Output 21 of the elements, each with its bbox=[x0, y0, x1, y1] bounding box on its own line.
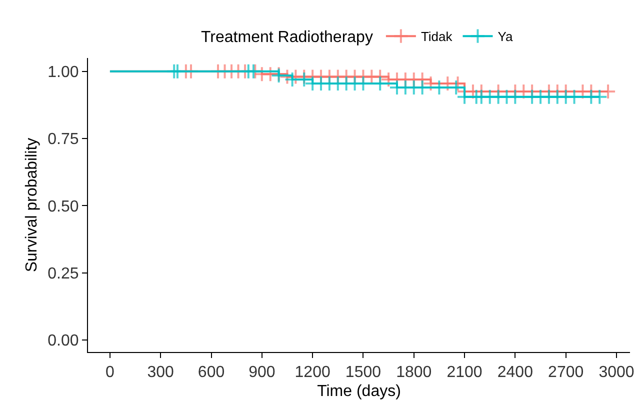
x-tick-label: 1200 bbox=[294, 364, 330, 382]
x-tick-label: 1800 bbox=[396, 364, 432, 382]
x-tick-label: 600 bbox=[198, 364, 225, 382]
y-tick-label: 0.75 bbox=[48, 131, 79, 148]
y-tick-label: 0.50 bbox=[48, 198, 79, 216]
x-axis-title: Time (days) bbox=[317, 382, 401, 400]
y-tick-label: 0.25 bbox=[48, 265, 79, 282]
x-tick-label: 0 bbox=[105, 364, 114, 382]
x-tick-label: 1500 bbox=[345, 364, 382, 382]
x-tick-label: 900 bbox=[248, 364, 276, 382]
y-axis-title: Survival probability bbox=[24, 138, 41, 272]
x-tick-label: 2700 bbox=[548, 364, 584, 382]
legend-label: Tidak bbox=[420, 29, 453, 44]
x-tick-label: 2400 bbox=[497, 364, 534, 382]
x-tick-label: 3000 bbox=[598, 364, 634, 382]
legend-label: Ya bbox=[498, 29, 514, 44]
legend-title: Treatment Radiotherapy bbox=[201, 28, 373, 46]
y-tick-label: 0.00 bbox=[48, 332, 79, 350]
x-tick-label: 300 bbox=[147, 364, 174, 382]
y-tick-label: 1.00 bbox=[48, 64, 79, 82]
x-tick-label: 2100 bbox=[446, 364, 482, 382]
